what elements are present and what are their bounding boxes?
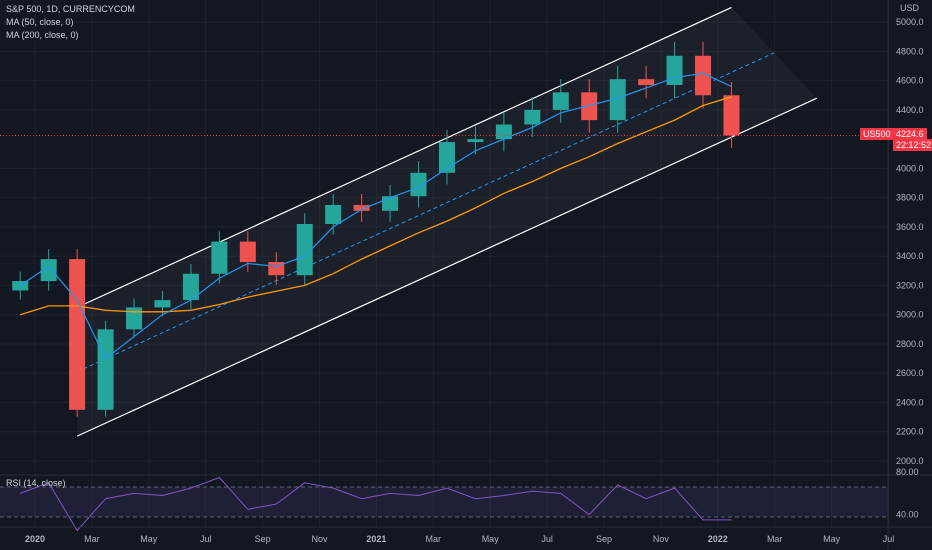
time-tick-label: Mar xyxy=(426,534,442,544)
candle-body xyxy=(239,241,256,263)
candle-body xyxy=(382,196,399,211)
rsi-tick-label: 80.00 xyxy=(896,467,919,477)
candle-body xyxy=(296,223,313,276)
time-tick-label: May xyxy=(482,534,500,544)
price-tick-label: 4800.0 xyxy=(896,46,924,56)
price-tick-label: 3800.0 xyxy=(896,193,924,203)
legend-ma200: MA (200, close, 0) xyxy=(6,30,79,40)
candles xyxy=(12,41,740,417)
time-tick-label: Mar xyxy=(84,534,100,544)
time-tick-label: May xyxy=(140,534,158,544)
price-tick-label: 3600.0 xyxy=(896,222,924,232)
candle-body xyxy=(12,281,29,291)
rsi-tick-label: 40.00 xyxy=(896,510,919,520)
currency-label: USD xyxy=(900,3,920,13)
candle-body xyxy=(126,307,143,330)
time-tick-label: Jul xyxy=(883,534,895,544)
candle-body xyxy=(154,300,171,308)
chart-grid xyxy=(0,0,889,527)
time-tick-label: Nov xyxy=(311,534,328,544)
time-tick-label: Nov xyxy=(653,534,670,544)
channel-upper-line xyxy=(76,6,732,308)
candle-body xyxy=(40,259,57,282)
time-tick-label: Sep xyxy=(596,534,612,544)
candle-body xyxy=(69,259,86,410)
price-tick-label: 2800.0 xyxy=(896,339,924,349)
candle-body xyxy=(353,204,370,211)
price-tick-label: 3000.0 xyxy=(896,310,924,320)
time-axis-labels: 2020 Mar May Jul Sep Nov 2021 Mar May Jul Sep Nov 20… xyxy=(25,534,894,544)
candle-body xyxy=(467,139,484,143)
countdown-badge: 22:12:52 xyxy=(893,139,932,151)
legend-main: S&P 500, 1D, CURRENCYCOM xyxy=(6,4,135,14)
rsi-line xyxy=(20,476,732,532)
price-tick-label: 4400.0 xyxy=(896,105,924,115)
ma50-line xyxy=(19,72,732,360)
price-tick-label: 2400.0 xyxy=(896,397,924,407)
time-tick-label: Mar xyxy=(767,534,783,544)
candle-body xyxy=(410,172,427,197)
candle-body xyxy=(182,273,199,301)
candle-body xyxy=(97,329,114,410)
candle-body xyxy=(695,55,712,96)
time-tick-label: Sep xyxy=(255,534,271,544)
candle-body xyxy=(723,95,740,136)
legend-rsi: RSI (14, close) xyxy=(6,478,66,488)
candle-body xyxy=(211,241,228,274)
last-price-badge: 4224.6 xyxy=(893,128,927,140)
time-tick-label: May xyxy=(823,534,841,544)
price-tick-label: 4000.0 xyxy=(896,163,924,173)
legend-ma50: MA (50, close, 0) xyxy=(6,17,74,27)
price-tick-label: 2000.0 xyxy=(896,456,924,466)
candle-body xyxy=(552,92,569,110)
price-tick-label: 5000.0 xyxy=(896,17,924,27)
time-tick-label: Jul xyxy=(200,534,212,544)
channel-lower-line xyxy=(76,97,818,437)
candle-body xyxy=(325,204,342,224)
time-tick-label: 2020 xyxy=(25,534,45,544)
price-tick-label: 4600.0 xyxy=(896,76,924,86)
candle-body xyxy=(438,142,455,173)
price-tick-label: 2200.0 xyxy=(896,427,924,437)
candle-body xyxy=(638,79,655,86)
time-tick-label: 2022 xyxy=(708,534,728,544)
channel-mid-line xyxy=(76,52,775,373)
candle-body xyxy=(666,55,683,86)
rsi-axis-labels: 80.00 40.00 xyxy=(896,467,919,519)
time-tick-label: 2021 xyxy=(366,534,386,544)
price-tick-label: 3400.0 xyxy=(896,251,924,261)
candle-body xyxy=(609,79,626,121)
price-tick-label: 3200.0 xyxy=(896,280,924,290)
ma200-line xyxy=(20,96,732,316)
time-tick-label: Jul xyxy=(541,534,553,544)
rsi-band xyxy=(0,487,888,517)
symbol-badge: US500 xyxy=(860,128,894,140)
price-tick-label: 2600.0 xyxy=(896,368,924,378)
price-axis-labels: 5000.0 4800.0 4600.0 4400.0 4000.0 3800.0 3600… xyxy=(896,17,924,466)
candle-body xyxy=(524,109,541,125)
candle-body xyxy=(581,92,598,121)
